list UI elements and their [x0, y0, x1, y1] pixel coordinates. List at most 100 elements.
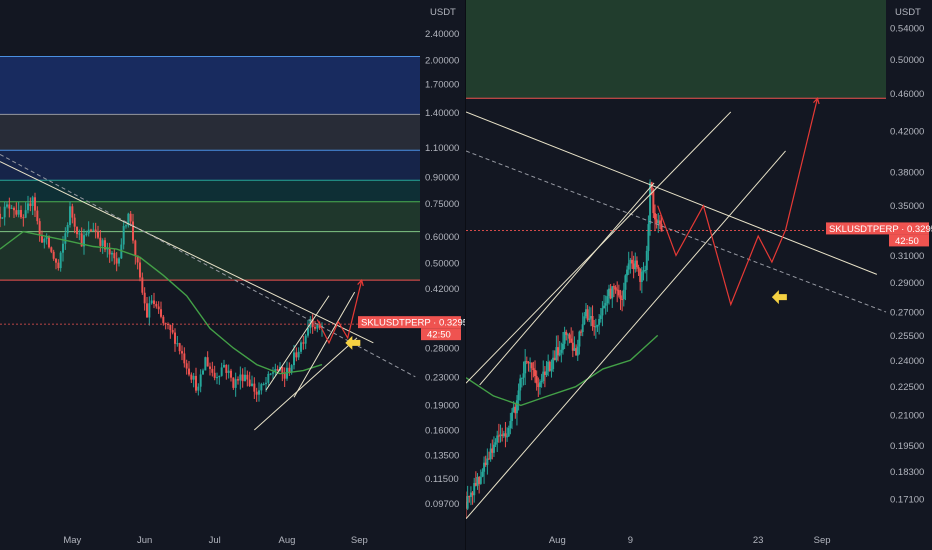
candle-body	[532, 368, 535, 370]
ascending-channel-outer	[293, 291, 356, 398]
candle-body	[213, 372, 216, 378]
candle-body	[484, 462, 487, 465]
right-candlestick-chart[interactable]: 0.54000 0.50000 0.46000 0.42000 0.38000 0.350…	[466, 0, 932, 550]
candle-body	[540, 380, 543, 383]
candle-body	[627, 263, 630, 270]
symbol-price-badge	[358, 316, 461, 329]
candle-body	[515, 400, 518, 414]
y-tick-label: 0.22500	[890, 382, 924, 393]
ascending-channel-lower	[253, 337, 358, 431]
candle-body	[234, 379, 237, 388]
candle-body	[185, 363, 188, 369]
candle-body	[525, 361, 528, 363]
candle-body	[241, 374, 244, 382]
candle-body	[491, 448, 494, 453]
candle-body	[502, 433, 505, 437]
candle-body	[489, 448, 492, 460]
candle-body	[601, 308, 604, 316]
candle-body	[281, 366, 284, 374]
candle-body	[129, 213, 132, 222]
left-candlestick-chart[interactable]: 2.40000 2.00000 1.70000 1.40000 1.10000 0.900…	[0, 0, 466, 550]
candle-body	[649, 182, 652, 225]
candle-body	[599, 315, 602, 320]
candle-body	[253, 383, 256, 392]
right-chart-panel[interactable]: 0.54000 0.50000 0.46000 0.42000 0.38000 0.350…	[466, 0, 932, 550]
arrow-shape	[345, 335, 361, 350]
candle-body	[122, 226, 125, 245]
countdown-badge	[889, 234, 929, 247]
candle-body	[69, 206, 71, 225]
candle-body	[637, 267, 640, 269]
candle-body	[548, 361, 551, 371]
candle-body	[473, 483, 476, 496]
candle-body	[223, 364, 225, 368]
candle-body	[588, 318, 591, 320]
candle-body	[517, 390, 520, 401]
candle-body	[573, 348, 576, 351]
candle-body	[499, 434, 502, 436]
candle-body	[617, 290, 620, 296]
candle-body	[621, 298, 624, 300]
y-tick-label: 0.19000	[425, 400, 459, 411]
yellow-left-arrow-icon	[771, 290, 787, 305]
candle-body	[522, 373, 525, 378]
candle-body	[565, 331, 568, 335]
candle-body	[155, 303, 158, 307]
candle-body	[97, 231, 99, 238]
candle-body	[290, 365, 293, 372]
ascending-channel-lower	[466, 150, 786, 520]
candle-body	[293, 352, 295, 366]
candle-body	[302, 342, 305, 344]
candle-body	[66, 224, 69, 234]
y-tick-label: 0.21000	[890, 411, 924, 422]
y-tick-label: 1.10000	[425, 143, 459, 154]
candle-body	[113, 252, 116, 259]
candle-body	[654, 213, 656, 220]
y-tick-label: 2.00000	[425, 56, 459, 67]
candle-body	[157, 306, 160, 310]
candle-body	[297, 351, 300, 358]
candle-body	[209, 366, 211, 369]
projection-arrowhead	[357, 278, 364, 287]
y-tick-label: 0.23000	[425, 372, 459, 383]
candle-body	[55, 258, 57, 263]
candle-body	[267, 373, 270, 383]
candle-body	[197, 386, 200, 391]
candle-body	[506, 436, 509, 438]
candle-body	[188, 368, 190, 375]
candle-body	[474, 483, 477, 486]
candle-body	[557, 347, 560, 356]
candle-body	[230, 370, 232, 378]
candle-body	[616, 289, 619, 291]
y-tick-label: 0.42000	[890, 126, 924, 137]
candle-body	[560, 349, 563, 353]
candle-body	[568, 334, 571, 339]
candle-body	[148, 303, 151, 318]
candle-body	[622, 289, 625, 300]
candle-body	[246, 374, 249, 380]
candle-body	[644, 270, 647, 272]
candle-body	[512, 406, 515, 413]
candle-body	[248, 379, 251, 386]
candle-body	[150, 300, 153, 304]
candle-body	[642, 270, 645, 272]
y-tick-label: 0.46000	[890, 89, 924, 100]
x-tick-label: Aug	[549, 535, 566, 546]
candle-body	[612, 286, 615, 288]
moving-average-line	[466, 334, 659, 407]
candle-body	[288, 367, 291, 372]
candle-body	[78, 233, 81, 235]
candle-body	[655, 219, 658, 224]
candle-body	[583, 316, 586, 325]
x-tick-label: 9	[628, 535, 633, 546]
candle-body	[640, 271, 643, 282]
candle-body	[104, 240, 106, 250]
candle-body	[269, 373, 272, 375]
candle-body	[27, 203, 29, 211]
candle-body	[483, 462, 486, 472]
candle-body	[38, 221, 41, 236]
candle-body	[514, 406, 517, 414]
left-chart-panel[interactable]: 2.40000 2.00000 1.70000 1.40000 1.10000 0.900…	[0, 0, 466, 550]
candle-body	[255, 391, 258, 395]
candle-body	[598, 319, 601, 325]
